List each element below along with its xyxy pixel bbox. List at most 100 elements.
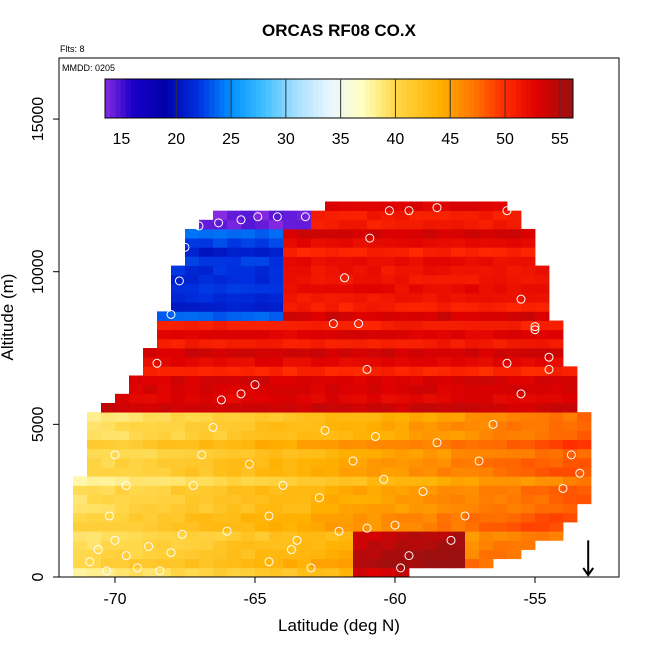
heatmap-cell [241, 485, 256, 495]
heatmap-cell [395, 430, 410, 441]
heatmap-cell [409, 402, 424, 413]
heatmap-cell [185, 366, 200, 376]
heatmap-cell [437, 274, 452, 285]
heatmap-cell [409, 393, 424, 404]
heatmap-cell [255, 375, 270, 386]
heatmap-cell [297, 448, 312, 459]
heatmap-cell [367, 494, 382, 505]
heatmap-cell [143, 485, 158, 495]
heatmap-cell [353, 503, 368, 514]
heatmap-cell [311, 375, 326, 386]
observation-point [544, 364, 554, 374]
heatmap-cell [395, 485, 410, 495]
colorbar-segment [359, 79, 366, 118]
heatmap-cell [297, 375, 312, 386]
heatmap-cell [437, 448, 452, 459]
heatmap-cell [353, 293, 368, 303]
heatmap-cell [297, 393, 312, 404]
heatmap-cell [171, 558, 186, 569]
heatmap-cell [451, 348, 466, 358]
heatmap-cell [493, 384, 508, 395]
heatmap-cell [213, 558, 228, 569]
heatmap-cell [409, 439, 424, 450]
heatmap-cell [227, 302, 242, 312]
heatmap-cell [101, 558, 116, 569]
heatmap-cell [339, 485, 354, 495]
heatmap-cell [283, 348, 298, 358]
observation-point [566, 450, 576, 460]
heatmap-cell [451, 503, 466, 514]
heatmap-cell [549, 384, 564, 395]
heatmap-cell [479, 283, 494, 294]
heatmap-cell [227, 567, 242, 577]
heatmap-cell [227, 247, 242, 257]
colorbar-segment [188, 79, 194, 118]
heatmap-cell [451, 457, 466, 468]
heatmap-cell [311, 512, 326, 523]
heatmap-cell [339, 247, 354, 257]
heatmap-cell [451, 467, 466, 477]
observation-point [177, 529, 187, 539]
heatmap-cell [395, 540, 410, 550]
heatmap-cell [227, 393, 242, 404]
colorbar-segment [261, 79, 267, 118]
heatmap-cell [521, 512, 536, 523]
heatmap-cell [479, 201, 494, 212]
observation-point [558, 483, 568, 493]
y-axis-label: Altitude (m) [0, 274, 17, 361]
heatmap-cell [521, 439, 536, 450]
heatmap-cell [521, 247, 536, 257]
heatmap-cell [521, 366, 536, 376]
heatmap-cell [73, 522, 88, 532]
heatmap-cell [199, 228, 214, 239]
heatmap-cell [255, 384, 270, 395]
heatmap-cell [423, 412, 438, 422]
heatmap-cell [87, 467, 102, 477]
heatmap-cell [101, 494, 116, 505]
heatmap-cell [535, 366, 550, 376]
heatmap-cell [423, 393, 438, 404]
heatmap-cell [507, 457, 522, 468]
heatmap-cell [283, 393, 298, 404]
heatmap-cell [311, 393, 326, 404]
heatmap-cell [479, 476, 494, 486]
heatmap-cell [423, 531, 438, 541]
heatmap-cell [465, 274, 480, 285]
heatmap-cell [255, 412, 270, 422]
heatmap-cell [339, 274, 354, 285]
heatmap-cell [283, 549, 298, 560]
observation-point [121, 551, 131, 561]
heatmap-cell [297, 476, 312, 486]
heatmap-cell [339, 201, 354, 212]
heatmap-cell [367, 201, 382, 212]
colorbar-segment [292, 79, 298, 118]
observation-point [250, 380, 260, 390]
heatmap-cell [367, 522, 382, 532]
heatmap-cell [465, 503, 480, 514]
heatmap-cell [269, 567, 284, 577]
heatmap-cell [199, 558, 214, 569]
heatmap-cell [395, 393, 410, 404]
heatmap-cell [437, 302, 452, 312]
heatmap-cell [423, 283, 438, 294]
observation-point [144, 541, 154, 551]
heatmap-cell [241, 439, 256, 450]
colorbar-segment [437, 79, 444, 118]
heatmap-cell [409, 540, 424, 550]
heatmap-cell [241, 320, 256, 331]
heatmap-cell [339, 512, 354, 523]
heatmap-cell [451, 302, 466, 312]
heatmap-cell [493, 439, 508, 450]
date-note: MMDD: 0205 [62, 63, 115, 73]
heatmap-cell [535, 283, 550, 294]
heatmap-cell [577, 448, 592, 459]
heatmap-cell [283, 357, 298, 367]
heatmap-cell [283, 293, 298, 303]
heatmap-cell [185, 338, 200, 349]
heatmap-cell [381, 430, 396, 441]
heatmap-cell [353, 302, 368, 312]
heatmap-cell [423, 522, 438, 532]
heatmap-cell [339, 329, 354, 340]
heatmap-cell [465, 348, 480, 358]
heatmap-cell [437, 503, 452, 514]
